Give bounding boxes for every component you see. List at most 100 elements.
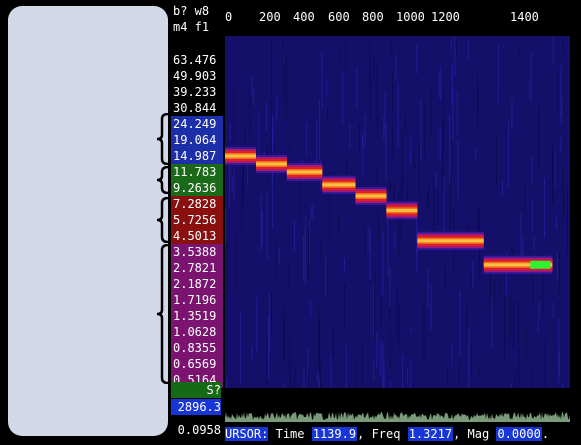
- noise-streak: [524, 181, 526, 215]
- noise-streak: [399, 303, 401, 348]
- freq-tick-label: 30.844: [171, 100, 223, 116]
- noise-streak: [310, 301, 312, 318]
- noise-streak: [427, 191, 429, 207]
- noise-streak: [380, 340, 382, 377]
- noise-streak: [326, 387, 328, 388]
- noise-streak: [423, 300, 425, 365]
- noise-streak: [271, 170, 273, 229]
- noise-streak: [320, 363, 322, 388]
- noise-streak: [369, 229, 371, 280]
- noise-streak: [389, 182, 391, 193]
- noise-streak: [520, 213, 522, 272]
- noise-streak: [364, 114, 366, 148]
- noise-streak: [231, 155, 233, 175]
- time-axis: 0 200 400 600 800 1000 1200 1400: [225, 10, 581, 30]
- noise-streak: [507, 121, 509, 189]
- noise-streak: [369, 40, 371, 86]
- noise-streak: [361, 343, 363, 388]
- noise-streak: [531, 369, 532, 388]
- noise-streak: [563, 198, 565, 210]
- freq-tick-label: 14.987: [171, 148, 223, 164]
- noise-streak: [318, 374, 320, 388]
- noise-streak: [442, 119, 444, 176]
- noise-streak: [271, 40, 273, 96]
- noise-streak: [557, 72, 559, 112]
- noise-streak: [376, 331, 378, 369]
- noise-streak: [477, 209, 479, 233]
- ridge-segment: [322, 183, 356, 187]
- noise-streak: [299, 174, 301, 226]
- noise-streak: [249, 114, 251, 134]
- noise-streak: [272, 126, 274, 179]
- noise-streak: [380, 296, 382, 327]
- noise-streak: [342, 72, 344, 125]
- noise-streak: [542, 254, 544, 312]
- noise-streak: [552, 302, 554, 318]
- freq-tick-label: 1.0628: [171, 324, 223, 340]
- freq-tick-label: 49.903: [171, 68, 223, 84]
- noise-streak: [396, 283, 398, 341]
- noise-streak: [558, 317, 560, 383]
- noise-streak: [560, 65, 562, 125]
- noise-streak: [374, 272, 376, 340]
- noise-streak: [433, 177, 434, 233]
- noise-streak: [443, 175, 445, 236]
- noise-streak: [470, 273, 472, 287]
- noise-streak: [477, 74, 478, 131]
- noise-streak: [554, 150, 556, 187]
- noise-streak: [504, 296, 506, 362]
- noise-streak: [235, 234, 237, 287]
- noise-streak: [310, 206, 312, 220]
- spectrogram[interactable]: [225, 36, 570, 388]
- noise-streak: [439, 125, 441, 163]
- noise-streak: [290, 375, 291, 388]
- noise-streak: [458, 363, 460, 385]
- noise-streak: [289, 143, 291, 155]
- noise-streak: [389, 266, 391, 308]
- noise-streak: [244, 126, 246, 167]
- noise-streak: [454, 37, 456, 76]
- noise-streak: [268, 292, 270, 354]
- noise-streak: [544, 338, 546, 388]
- noise-streak: [526, 325, 527, 359]
- ridge-segment: [355, 194, 387, 198]
- freq-tick-label: 19.064: [171, 132, 223, 148]
- noise-streak: [562, 165, 564, 219]
- noise-streak: [316, 119, 318, 174]
- band-brace: [156, 113, 169, 165]
- noise-streak: [294, 221, 295, 251]
- ridge-segment: [417, 239, 484, 243]
- noise-streak: [303, 235, 305, 282]
- noise-streak: [285, 53, 287, 120]
- noise-streak: [518, 348, 520, 388]
- noise-streak: [288, 267, 290, 292]
- noise-streak: [349, 124, 351, 149]
- noise-streak: [531, 199, 533, 232]
- noise-streak: [389, 324, 391, 369]
- noise-streak: [530, 52, 532, 103]
- noise-streak: [395, 54, 397, 82]
- noise-streak: [442, 166, 444, 195]
- header-line-2: m4 f1: [173, 20, 210, 34]
- freq-tick-label: 1.3519: [171, 308, 223, 324]
- s-indicator: S?: [171, 382, 221, 398]
- noise-streak: [452, 342, 454, 366]
- noise-streak: [319, 99, 320, 161]
- time-tick-label: 800: [362, 10, 384, 24]
- noise-streak: [270, 99, 272, 157]
- freq-tick-label: 4.5013: [171, 228, 223, 244]
- noise-streak: [418, 140, 420, 199]
- noise-streak: [561, 98, 563, 117]
- noise-streak: [438, 86, 440, 98]
- freq-tick-label: 11.783: [171, 164, 223, 180]
- noise-streak: [457, 140, 459, 198]
- noise-streak: [249, 92, 251, 109]
- noise-streak: [233, 90, 235, 143]
- noise-streak: [496, 134, 498, 184]
- noise-streak: [466, 305, 468, 344]
- noise-streak: [368, 226, 370, 252]
- noise-streak: [416, 217, 418, 274]
- noise-streak: [345, 345, 347, 388]
- noise-streak: [385, 124, 387, 182]
- noise-streak: [410, 328, 412, 388]
